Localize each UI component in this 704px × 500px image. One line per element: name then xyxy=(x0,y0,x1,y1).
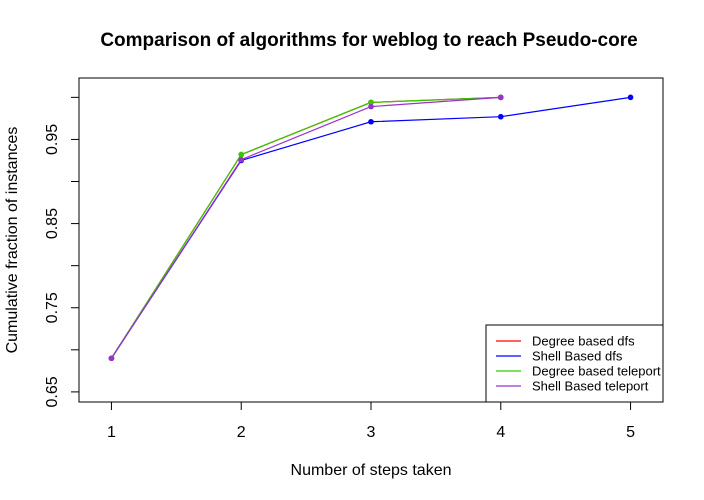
series-line xyxy=(110,96,501,359)
y-axis: 0.65 0.75 0.85 0.95 xyxy=(44,96,80,407)
legend-entry: Degree based dfs xyxy=(496,334,635,349)
y-tick-label: 0.65 xyxy=(44,376,61,407)
data-point xyxy=(497,94,504,101)
y-axis-label: Cumulative fraction of instances xyxy=(4,127,21,354)
data-point xyxy=(627,94,634,101)
y-tick-label: 0.85 xyxy=(44,208,61,239)
chart-title: Comparison of algorithms for weblog to r… xyxy=(100,30,637,51)
x-tick-label: 5 xyxy=(626,424,635,441)
series-1 xyxy=(108,94,634,362)
data-point xyxy=(238,156,245,163)
data-point xyxy=(238,151,245,158)
legend-entry: Shell Based dfs xyxy=(496,349,623,364)
legend-entry: Degree based teleport xyxy=(496,364,661,379)
x-tick-label: 2 xyxy=(237,424,246,441)
legend-box xyxy=(485,324,664,403)
y-tick-label: 0.75 xyxy=(44,292,61,323)
legend-label: Shell Based dfs xyxy=(532,349,623,364)
x-tick-label: 1 xyxy=(107,424,116,441)
legend-entry: Shell Based teleport xyxy=(496,379,649,394)
series-line xyxy=(110,96,501,359)
legend-label: Degree based teleport xyxy=(532,364,661,379)
series-line xyxy=(110,96,501,359)
legend-label: Shell Based teleport xyxy=(532,379,649,394)
x-axis: 1 2 3 4 5 xyxy=(107,401,635,441)
data-point xyxy=(497,113,504,120)
data-point xyxy=(108,355,115,362)
data-point xyxy=(368,103,374,110)
series-line xyxy=(110,96,631,359)
x-tick-label: 4 xyxy=(496,424,505,441)
y-tick-label: 0.95 xyxy=(44,124,61,155)
x-tick-label: 3 xyxy=(367,424,376,441)
series-0 xyxy=(108,94,504,362)
legend-label: Degree based dfs xyxy=(532,334,635,349)
data-point xyxy=(368,118,374,125)
series-layer xyxy=(108,94,634,362)
data-point xyxy=(368,99,374,106)
x-axis-label: Number of steps taken xyxy=(291,462,452,479)
series-2 xyxy=(108,94,504,362)
series-3 xyxy=(108,94,504,362)
